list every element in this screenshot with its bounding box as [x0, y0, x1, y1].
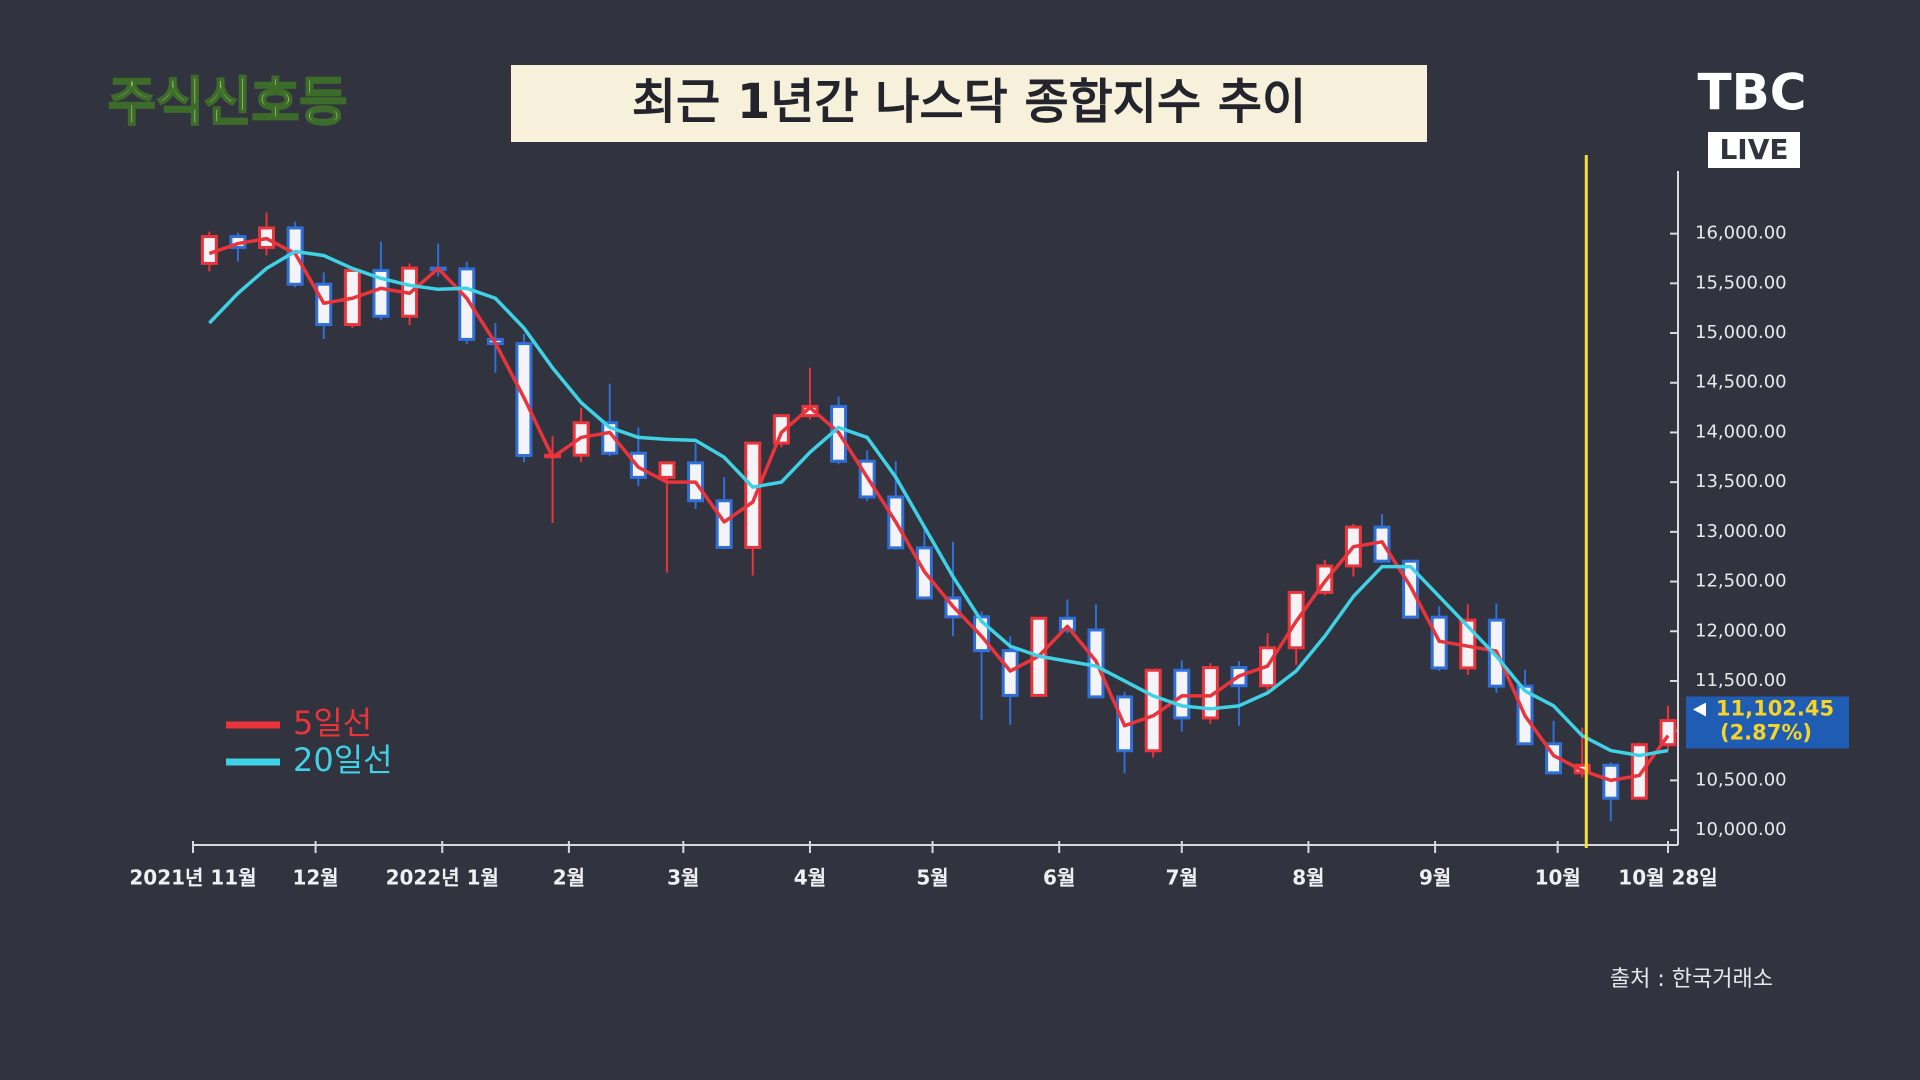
x-tick-label: 8월	[1292, 866, 1324, 890]
y-tick-label: 15,000.00	[1695, 322, 1787, 343]
x-tick-label: 3월	[667, 866, 699, 890]
x-tick-label: 6월	[1043, 866, 1075, 890]
ma-line	[208, 249, 1669, 758]
y-tick-label: 13,500.00	[1695, 471, 1787, 492]
last-value-label: 11,102.45	[1716, 696, 1834, 720]
y-tick-label: 16,000.00	[1695, 223, 1787, 244]
candle-body	[1630, 743, 1648, 800]
last-value-pointer	[1693, 702, 1706, 717]
x-tick-label: 9월	[1419, 866, 1451, 890]
y-tick-label: 10,500.00	[1695, 769, 1787, 790]
live-text: LIVE	[1719, 133, 1788, 166]
candle-body	[1001, 649, 1019, 697]
plot: 10,000.0010,500.0011,000.0011,500.0012,0…	[129, 155, 1849, 890]
title-box	[511, 65, 1427, 142]
y-tick-label: 14,500.00	[1695, 372, 1787, 393]
candle-body	[744, 441, 762, 549]
x-tick-label: 5월	[916, 866, 948, 890]
logo: 주식신호등	[108, 73, 347, 133]
candle-body	[372, 268, 390, 318]
last-value-change: (2.87%)	[1720, 720, 1812, 744]
source: 출처 : 한국거래소	[1610, 967, 1773, 992]
x-tick-label: 2022년 1월	[386, 866, 499, 890]
y-tick-label: 14,000.00	[1695, 421, 1787, 442]
candle-body	[658, 461, 676, 479]
x-tick-label: 10월	[1535, 866, 1581, 890]
legend-label: 20일선	[293, 741, 393, 779]
y-tick-label: 11,500.00	[1695, 670, 1787, 691]
candle-body	[772, 414, 790, 445]
last-value-box	[1686, 696, 1849, 749]
candle-body	[715, 499, 733, 549]
y-tick-label: 13,000.00	[1695, 521, 1787, 542]
x-tick-label: 7월	[1166, 866, 1198, 890]
x-tick-label: 10월 28일	[1618, 866, 1717, 890]
candle-body	[1173, 668, 1191, 720]
y-tick-label: 12,500.00	[1695, 571, 1787, 592]
chart-title: 최근 1년간 나스닥 종합지수 추이	[632, 74, 1306, 130]
ma-line	[208, 236, 1670, 783]
candle-body	[458, 267, 476, 341]
x-tick-label: 2021년 11월	[129, 866, 256, 890]
y-tick-label: 12,000.00	[1695, 620, 1787, 641]
x-tick-label: 12월	[292, 866, 338, 890]
candle-body	[1058, 616, 1076, 632]
y-tick-label: 15,500.00	[1695, 272, 1787, 293]
broadcaster: TBC	[1698, 64, 1807, 122]
x-tick-label: 2월	[553, 866, 585, 890]
live-badge	[1708, 132, 1800, 168]
y-tick-label: 10,000.00	[1695, 819, 1787, 840]
x-tick-label: 4월	[794, 866, 826, 890]
legend-label: 5일선	[293, 704, 372, 742]
